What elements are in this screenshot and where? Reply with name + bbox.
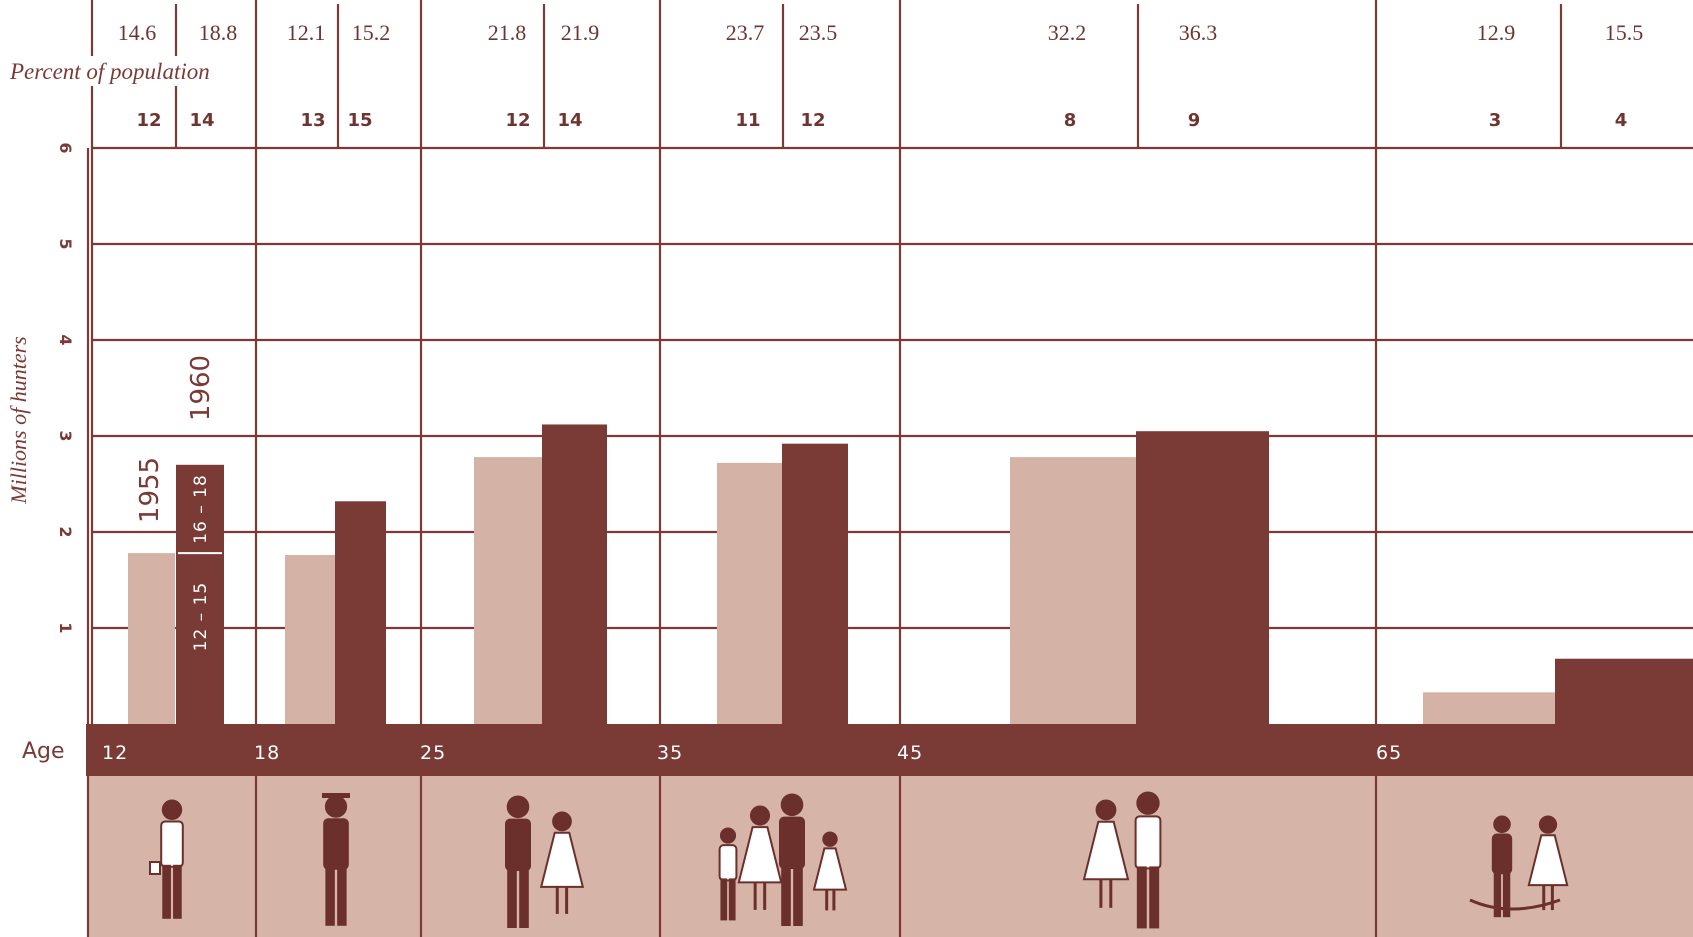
bar-1955 (1423, 692, 1555, 724)
age-axis-label: Age (22, 739, 65, 764)
y-tick-3: 3 (56, 430, 75, 441)
percent-1960: 18.8 (199, 20, 238, 45)
bar-1955 (474, 457, 542, 724)
rank-1955: 3 (1489, 110, 1502, 131)
family-icon (718, 793, 848, 926)
sub-label-16-18: 16 – 18 (191, 474, 211, 544)
illustration-panel (88, 776, 1693, 937)
bar-1955 (285, 555, 335, 724)
rank-1960: 15 (347, 110, 372, 131)
percent-1960: 21.9 (561, 20, 600, 45)
y-tick-2: 2 (56, 526, 75, 537)
rank-1955: 8 (1064, 110, 1077, 131)
rank-1955: 11 (735, 110, 760, 131)
rank-1955: 12 (505, 110, 530, 131)
y-tick-4: 4 (56, 334, 75, 345)
age-tick-25: 25 (420, 742, 446, 764)
rank-1955: 12 (136, 110, 161, 131)
age-tick-65: 65 (1376, 742, 1402, 764)
percent-1955: 12.1 (287, 20, 326, 45)
age-tick-12: 12 (102, 742, 128, 764)
rank-1960: 14 (557, 110, 582, 131)
bar-1960 (1136, 431, 1269, 724)
percent-1960: 36.3 (1179, 20, 1218, 45)
rank-1960: 4 (1615, 110, 1628, 131)
percent-1960: 23.5 (799, 20, 838, 45)
percent-1955: 21.8 (488, 20, 527, 45)
couple-icon (1082, 791, 1162, 929)
bar-1960 (782, 443, 848, 724)
bar-1955 (1010, 457, 1136, 724)
y-axis-label: Millions of hunters (6, 336, 31, 504)
rank-1955: 13 (300, 110, 325, 131)
percent-label-bg (4, 56, 232, 86)
age-tick-18: 18 (254, 742, 280, 764)
legend-1955: 1955 (135, 457, 165, 523)
bride-groom-icon (505, 795, 585, 928)
age-tick-35: 35 (657, 742, 683, 764)
percent-1955: 12.9 (1477, 20, 1516, 45)
sub-label-12-15: 12 – 15 (191, 582, 211, 652)
percent-1960: 15.5 (1605, 20, 1644, 45)
age-axis-band (86, 724, 1693, 776)
percent-of-population-label: Percent of population (9, 59, 210, 84)
y-tick-5: 5 (56, 238, 75, 249)
boy-icon (149, 799, 184, 919)
percent-1955: 32.2 (1048, 20, 1087, 45)
rank-1960: 12 (800, 110, 825, 131)
bar-1960 (335, 501, 386, 724)
bar-1955 (717, 462, 782, 724)
bar-1955 (128, 553, 175, 724)
elderly-couple-icon (1469, 815, 1569, 918)
age-tick-45: 45 (897, 742, 923, 764)
rank-1960: 9 (1188, 110, 1201, 131)
rank-1960: 14 (189, 110, 214, 131)
y-tick-1: 1 (56, 622, 75, 633)
percent-1955: 23.7 (726, 20, 765, 45)
y-tick-6: 6 (56, 142, 75, 153)
percent-1960: 15.2 (352, 20, 391, 45)
bar-1960 (542, 424, 607, 724)
graduate-icon (322, 793, 350, 926)
percent-1955: 14.6 (118, 20, 157, 45)
bar-1960 (176, 464, 224, 724)
legend-1960: 1960 (186, 355, 216, 421)
bar-1960 (1555, 658, 1693, 724)
